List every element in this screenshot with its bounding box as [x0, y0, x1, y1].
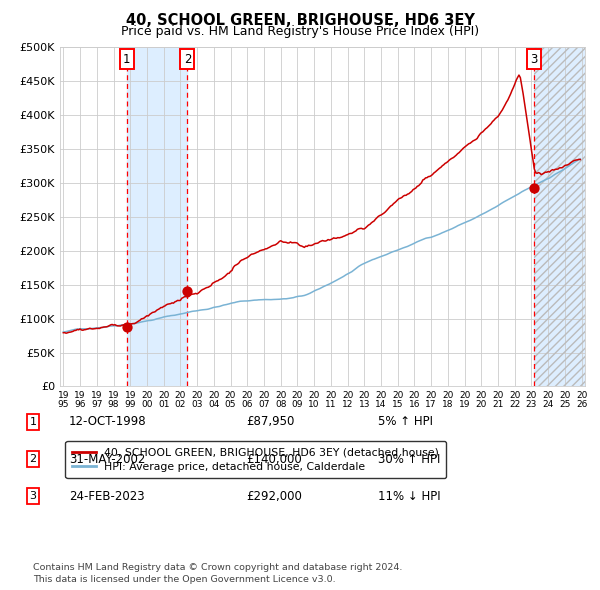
Text: 40, SCHOOL GREEN, BRIGHOUSE, HD6 3EY: 40, SCHOOL GREEN, BRIGHOUSE, HD6 3EY — [125, 13, 475, 28]
Text: 5% ↑ HPI: 5% ↑ HPI — [378, 415, 433, 428]
Text: 3: 3 — [530, 53, 538, 65]
Bar — [534, 47, 585, 386]
Text: 2: 2 — [184, 53, 191, 65]
Text: £140,000: £140,000 — [246, 453, 302, 466]
Text: 1: 1 — [29, 417, 37, 427]
Bar — [534, 47, 585, 386]
Point — [182, 287, 192, 296]
Legend: 40, SCHOOL GREEN, BRIGHOUSE, HD6 3EY (detached house), HPI: Average price, detac: 40, SCHOOL GREEN, BRIGHOUSE, HD6 3EY (de… — [65, 441, 446, 478]
Text: £87,950: £87,950 — [246, 415, 295, 428]
Text: 31-MAY-2002: 31-MAY-2002 — [69, 453, 145, 466]
Text: £292,000: £292,000 — [246, 490, 302, 503]
Text: 11% ↓ HPI: 11% ↓ HPI — [378, 490, 440, 503]
Text: 3: 3 — [29, 491, 37, 501]
Text: Contains HM Land Registry data © Crown copyright and database right 2024.
This d: Contains HM Land Registry data © Crown c… — [33, 563, 403, 584]
Text: 30% ↑ HPI: 30% ↑ HPI — [378, 453, 440, 466]
Point — [529, 183, 539, 193]
Bar — [127, 47, 187, 386]
Text: 12-OCT-1998: 12-OCT-1998 — [69, 415, 146, 428]
Text: 1: 1 — [123, 53, 130, 65]
Point — [122, 322, 131, 332]
Text: 24-FEB-2023: 24-FEB-2023 — [69, 490, 145, 503]
Text: Price paid vs. HM Land Registry's House Price Index (HPI): Price paid vs. HM Land Registry's House … — [121, 25, 479, 38]
Text: 2: 2 — [29, 454, 37, 464]
